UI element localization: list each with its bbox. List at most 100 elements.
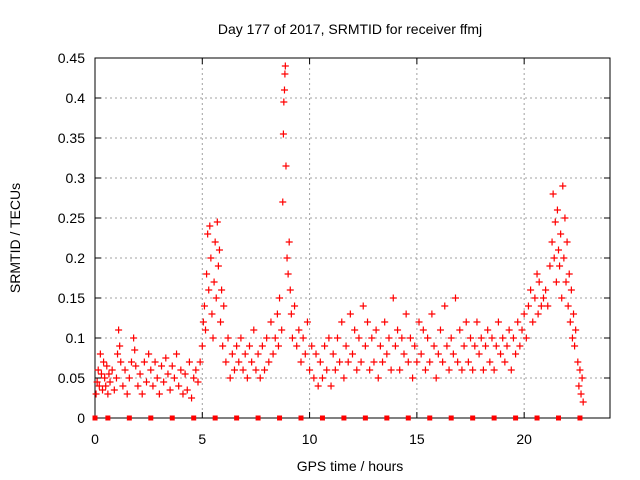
data-point <box>340 374 348 382</box>
data-point <box>544 302 552 310</box>
data-point <box>561 214 569 222</box>
data-point <box>417 350 425 358</box>
data-point <box>281 70 289 78</box>
data-point <box>452 294 459 302</box>
data-point <box>303 318 311 326</box>
data-point <box>190 374 198 382</box>
y-tick-label: 0 <box>77 410 85 426</box>
data-point <box>151 358 159 366</box>
data-point <box>261 366 269 374</box>
data-point <box>211 238 219 246</box>
data-point <box>564 302 572 310</box>
data-point <box>325 334 333 342</box>
x-tick-label: 10 <box>302 431 318 447</box>
data-point <box>287 310 295 318</box>
baseline-point <box>92 415 98 421</box>
data-point <box>357 358 365 366</box>
data-point <box>213 218 221 226</box>
baseline-point <box>405 415 411 421</box>
data-point <box>279 198 287 206</box>
data-point <box>106 378 114 386</box>
data-point <box>567 286 575 294</box>
y-tick-label: 0.45 <box>58 50 85 66</box>
data-point <box>246 342 253 350</box>
baseline-point <box>234 415 240 421</box>
data-point <box>336 358 344 366</box>
data-point <box>199 318 207 326</box>
data-point <box>555 246 562 254</box>
data-point <box>267 318 275 326</box>
data-point <box>297 358 305 366</box>
baseline-point <box>191 415 197 421</box>
baseline-markers <box>92 415 583 421</box>
data-point <box>574 358 582 366</box>
data-point <box>344 358 352 366</box>
data-point <box>198 342 206 350</box>
data-point <box>280 98 288 106</box>
data-point <box>212 294 220 302</box>
data-point <box>479 366 487 374</box>
data-point <box>192 366 200 374</box>
data-point <box>516 342 524 350</box>
data-point <box>556 262 564 270</box>
data-point <box>166 386 174 394</box>
data-point <box>557 230 565 238</box>
data-point <box>527 286 535 294</box>
baseline-point <box>148 415 154 421</box>
data-point <box>462 318 470 326</box>
y-tick-label: 0.2 <box>66 250 86 266</box>
data-point <box>204 230 212 238</box>
baseline-point <box>105 415 111 421</box>
data-point <box>112 374 120 382</box>
data-point <box>469 366 477 374</box>
data-point <box>542 286 550 294</box>
baseline-point <box>212 415 218 421</box>
data-point <box>215 246 223 254</box>
data-point <box>168 362 176 370</box>
data-point <box>263 334 271 342</box>
data-point <box>219 342 227 350</box>
data-point <box>104 390 112 398</box>
data-point <box>497 350 505 358</box>
data-point <box>443 342 451 350</box>
data-point <box>546 262 554 270</box>
data-point <box>134 382 142 390</box>
data-point <box>196 358 204 366</box>
data-point <box>353 366 361 374</box>
y-tick-label: 0.4 <box>66 90 86 106</box>
data-point <box>490 366 498 374</box>
data-point <box>342 342 350 350</box>
y-tick-label: 0.3 <box>66 170 86 186</box>
data-point <box>552 278 560 286</box>
data-point <box>288 334 296 342</box>
data-point <box>239 366 247 374</box>
data-point <box>279 130 287 138</box>
data-point <box>449 350 457 358</box>
data-point <box>158 362 166 370</box>
data-point <box>520 310 528 318</box>
data-point <box>509 334 517 342</box>
data-point <box>181 370 189 378</box>
data-point <box>218 286 226 294</box>
data-point <box>426 358 434 366</box>
data-point <box>482 342 490 350</box>
data-point <box>486 358 494 366</box>
data-point <box>271 334 279 342</box>
data-point <box>376 342 384 350</box>
data-point <box>385 334 393 342</box>
data-point <box>349 350 356 358</box>
data-point <box>200 302 208 310</box>
data-point <box>404 358 412 366</box>
data-point <box>310 374 318 382</box>
data-point <box>338 318 346 326</box>
axis-ticks: 0 0.05 0.1 0.15 0.2 0.25 0.3 0.35 0.4 0.45 0 5 10 15 2… <box>58 50 610 447</box>
data-point <box>127 358 135 366</box>
data-point <box>570 310 578 318</box>
data-point <box>432 374 440 382</box>
data-point <box>473 318 481 326</box>
data-point <box>529 318 537 326</box>
y-tick-label: 0.35 <box>58 130 85 146</box>
data-point <box>284 270 292 278</box>
data-point <box>419 326 427 334</box>
data-point <box>121 366 129 374</box>
